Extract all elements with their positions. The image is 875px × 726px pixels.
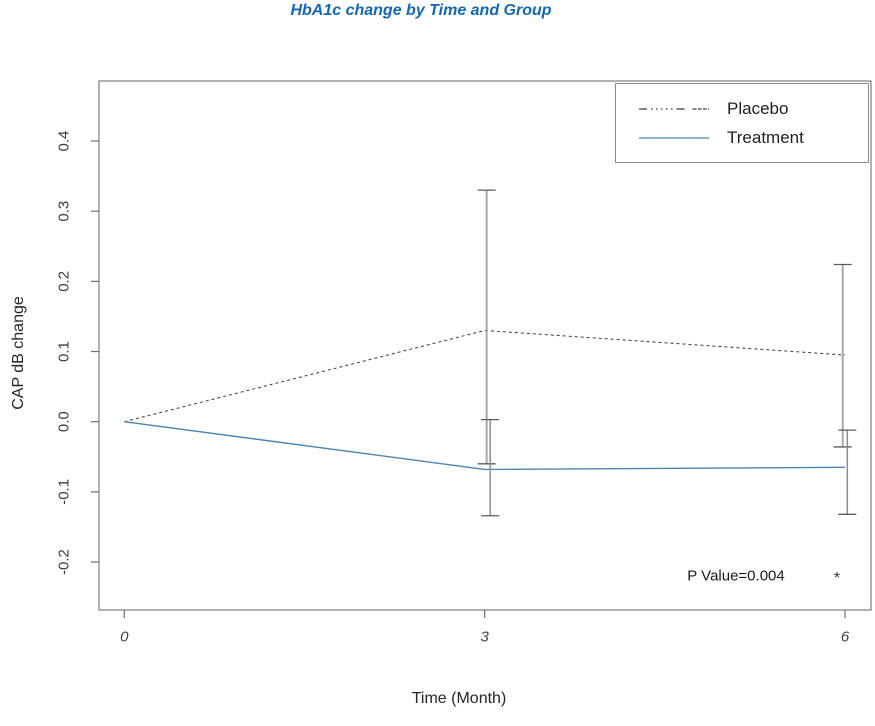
p-value-annotation: P Value=0.004 xyxy=(687,567,785,585)
y-tick-label: 0.0 xyxy=(56,411,73,432)
legend-item-treatment: Treatment xyxy=(638,127,868,149)
y-tick-label: 0.2 xyxy=(56,271,73,292)
significance-asterisk: * xyxy=(833,570,841,587)
x-tick-label: 0 xyxy=(120,629,129,646)
placebo-line-sample-icon xyxy=(639,107,709,110)
x-tick-label: 6 xyxy=(841,629,850,646)
placebo-line xyxy=(124,329,846,423)
chart-title: HbA1c change by Time and Group xyxy=(290,2,552,19)
y-tick-label: 0.1 xyxy=(56,341,73,362)
legend-item-placebo: Placebo xyxy=(638,98,868,120)
y-tick-label: 0.3 xyxy=(56,201,73,222)
legend: Placebo Treatment xyxy=(615,83,869,163)
treatment-line xyxy=(124,421,846,471)
y-tick-label: -0.1 xyxy=(56,479,73,505)
y-tick-label: -0.2 xyxy=(56,549,73,575)
x-tick-label: 3 xyxy=(480,629,489,646)
legend-label-treatment: Treatment xyxy=(727,127,804,147)
x-axis-title: Time (Month) xyxy=(411,690,507,707)
legend-label-placebo: Placebo xyxy=(727,98,789,118)
y-tick-label: 0.4 xyxy=(56,131,73,152)
treatment-line-sample-icon xyxy=(639,136,709,139)
